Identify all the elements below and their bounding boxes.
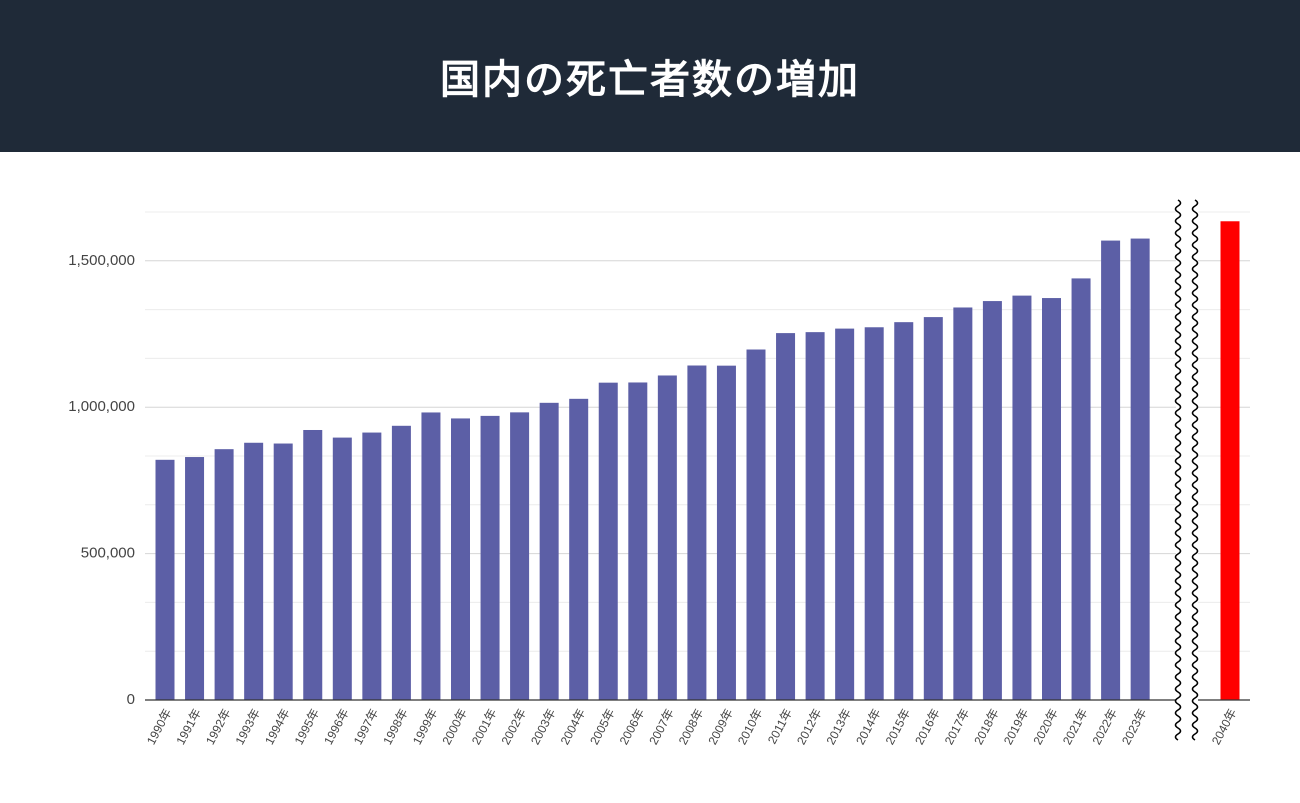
x-tick-label: 2004年 — [558, 706, 589, 747]
bar — [569, 398, 589, 700]
bar — [953, 307, 973, 700]
bar — [864, 327, 884, 700]
x-tick-label: 2014年 — [853, 706, 884, 747]
x-tick-label: 1995年 — [292, 706, 323, 747]
x-tick-label: 2018年 — [971, 706, 1002, 747]
x-tick-label: 2020年 — [1030, 706, 1061, 747]
x-tick-label: 2001年 — [469, 706, 500, 747]
x-tick-label: 2013年 — [824, 706, 855, 747]
y-tick-label: 1,000,000 — [68, 398, 135, 415]
x-tick-label: 1996年 — [321, 706, 352, 747]
bar — [746, 349, 766, 700]
x-tick-label: 2015年 — [883, 706, 914, 747]
chart-title: 国内の死亡者数の増加 — [440, 57, 860, 103]
bar — [510, 412, 530, 700]
x-tick-label: 2010年 — [735, 706, 766, 747]
x-tick-label: 1991年 — [173, 706, 204, 747]
bar — [1012, 295, 1032, 700]
x-tick-label: 2000年 — [439, 706, 470, 747]
bar — [214, 449, 234, 700]
bar — [303, 429, 323, 700]
x-tick-label: 2006年 — [617, 706, 648, 747]
bar — [421, 412, 441, 700]
bar — [835, 328, 855, 700]
x-tick-label: 2040年 — [1209, 706, 1240, 747]
y-tick-label: 500,000 — [81, 545, 135, 562]
bar — [332, 437, 352, 700]
bar — [894, 322, 914, 700]
bar — [716, 365, 736, 700]
x-tick-label: 1994年 — [262, 706, 293, 747]
bar — [1042, 298, 1061, 700]
x-tick-label: 1999年 — [410, 706, 441, 747]
bar — [657, 375, 677, 700]
bar — [776, 333, 796, 700]
x-tick-label: 2011年 — [765, 706, 795, 746]
bar — [923, 317, 943, 700]
x-tick-label: 1997年 — [351, 706, 382, 747]
y-tick-label: 1,500,000 — [68, 252, 135, 269]
bar — [687, 365, 707, 700]
bar — [155, 459, 175, 700]
header: 国内の死亡者数の増加 — [0, 0, 1300, 152]
bar — [805, 332, 825, 700]
bar — [362, 432, 382, 700]
bar — [1071, 278, 1091, 700]
x-tick-label: 2021年 — [1060, 706, 1091, 747]
bar — [539, 402, 559, 700]
y-tick-label: 0 — [127, 691, 135, 708]
chart: 0 500,000 1,000,000 1,500,000 1990年 1991年 1992… — [68, 199, 1250, 747]
x-tick-label: 1998年 — [380, 706, 411, 747]
x-tick-label: 2017年 — [942, 706, 973, 747]
x-tick-label: 1990年 — [144, 706, 175, 747]
bar — [451, 418, 470, 700]
bar — [244, 442, 264, 700]
axis-break — [1191, 199, 1199, 741]
x-tick-label: 2019年 — [1001, 706, 1032, 747]
x-tick-label: 2008年 — [676, 706, 707, 747]
x-tick-label: 2002年 — [499, 706, 530, 747]
bar — [480, 415, 500, 700]
bar — [598, 382, 618, 700]
bar — [1220, 221, 1240, 700]
x-tick-label: 2012年 — [794, 706, 825, 747]
x-tick-label: 2003年 — [528, 706, 559, 747]
x-tick-label: 2009年 — [705, 706, 736, 747]
x-tick-label: 1992年 — [203, 706, 234, 747]
x-tick-label: 2022年 — [1090, 706, 1121, 747]
axis-break — [1174, 199, 1182, 741]
bar — [1101, 240, 1121, 700]
bar — [628, 382, 648, 700]
bar — [982, 301, 1002, 700]
x-tick-label: 2007年 — [646, 706, 677, 747]
bar — [185, 457, 205, 700]
bar — [1130, 238, 1150, 700]
x-tick-label: 2023年 — [1119, 706, 1150, 747]
bar — [273, 443, 293, 700]
x-tick-label: 2016年 — [912, 706, 943, 747]
x-tick-label: 2005年 — [587, 706, 618, 747]
bar — [391, 425, 411, 700]
x-tick-label: 1993年 — [233, 706, 264, 747]
